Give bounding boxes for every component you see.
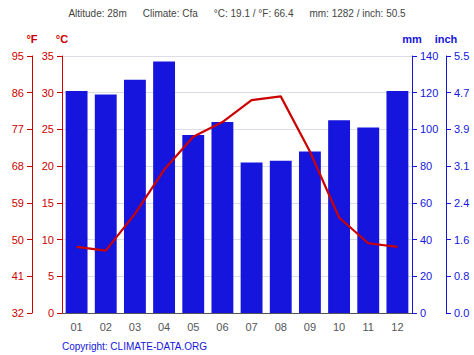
- svg-text:11: 11: [363, 321, 374, 333]
- svg-text:5: 5: [48, 270, 54, 282]
- svg-text:Climate: Cfa: Climate: Cfa: [143, 8, 198, 19]
- svg-text:4.7: 4.7: [454, 87, 469, 99]
- svg-text:40: 40: [420, 234, 432, 246]
- svg-text:09: 09: [304, 321, 316, 333]
- svg-text:3.9: 3.9: [454, 123, 469, 135]
- svg-text:5.5: 5.5: [454, 50, 469, 62]
- svg-text:20: 20: [420, 270, 432, 282]
- svg-text:25: 25: [42, 123, 54, 135]
- svg-text:20: 20: [42, 160, 54, 172]
- svg-text:°C: 19.1 / °F: 66.4: °C: 19.1 / °F: 66.4: [214, 8, 294, 19]
- svg-text:12: 12: [391, 321, 403, 333]
- svg-text:mm: 1282 / inch: 50.5: mm: 1282 / inch: 50.5: [309, 8, 406, 19]
- svg-text:30: 30: [42, 87, 54, 99]
- svg-text:2.4: 2.4: [454, 197, 469, 209]
- svg-text:05: 05: [187, 321, 199, 333]
- svg-text:0.0: 0.0: [454, 307, 469, 319]
- svg-text:140: 140: [420, 50, 438, 62]
- svg-text:06: 06: [216, 321, 228, 333]
- svg-text:03: 03: [129, 321, 141, 333]
- svg-text:32: 32: [12, 307, 24, 319]
- svg-text:10: 10: [333, 321, 345, 333]
- svg-text:60: 60: [420, 197, 432, 209]
- svg-text:04: 04: [158, 321, 170, 333]
- svg-text:15: 15: [42, 197, 54, 209]
- svg-text:0: 0: [48, 307, 54, 319]
- svg-text:100: 100: [420, 123, 438, 135]
- svg-text:01: 01: [70, 321, 82, 333]
- svg-text:59: 59: [12, 197, 24, 209]
- svg-text:35: 35: [42, 50, 54, 62]
- svg-text:86: 86: [12, 87, 24, 99]
- svg-text:41: 41: [12, 270, 24, 282]
- svg-text:Copyright: CLIMATE-DATA.ORG: Copyright: CLIMATE-DATA.ORG: [62, 341, 207, 352]
- svg-text:°C: °C: [56, 33, 68, 45]
- svg-text:120: 120: [420, 87, 438, 99]
- svg-text:mm: mm: [402, 33, 422, 45]
- svg-text:1.6: 1.6: [454, 234, 469, 246]
- svg-text:50: 50: [12, 234, 24, 246]
- svg-text:07: 07: [245, 321, 257, 333]
- svg-text:3.1: 3.1: [454, 160, 469, 172]
- svg-text:inch: inch: [435, 33, 458, 45]
- svg-text:95: 95: [12, 50, 24, 62]
- svg-text:68: 68: [12, 160, 24, 172]
- svg-text:0: 0: [420, 307, 426, 319]
- svg-text:Altitude: 28m: Altitude: 28m: [68, 8, 126, 19]
- svg-text:80: 80: [420, 160, 432, 172]
- svg-text:08: 08: [275, 321, 287, 333]
- svg-text:0.8: 0.8: [454, 270, 469, 282]
- svg-text:02: 02: [100, 321, 112, 333]
- svg-text:77: 77: [12, 123, 24, 135]
- svg-text:10: 10: [42, 234, 54, 246]
- svg-text:°F: °F: [26, 33, 37, 45]
